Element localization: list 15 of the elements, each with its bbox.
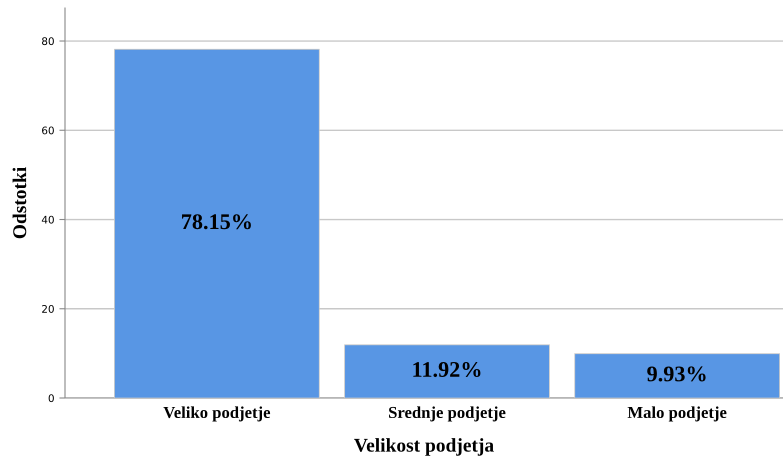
y-tick-label: 20 [42, 304, 54, 313]
x-tick-label: Veliko podjetje [163, 406, 270, 422]
y-axis-title: Odstotki [12, 167, 26, 238]
y-tick-label: 40 [42, 216, 54, 224]
data-label: 11.92% [413, 362, 480, 378]
x-tick-label: Malo podjetje [628, 406, 726, 422]
y-tick-label: 60 [42, 126, 54, 134]
bar [344, 344, 550, 398]
bar [574, 353, 780, 398]
y-tick-label: 0 [48, 394, 54, 402]
data-label: 78.15% [182, 214, 251, 230]
data-label: 9.93% [647, 366, 706, 382]
x-tick-label: Srednje podjetje [389, 406, 506, 422]
x-axis-title: Velikost podjetja [354, 438, 494, 456]
y-tick-label: 80 [42, 37, 54, 46]
